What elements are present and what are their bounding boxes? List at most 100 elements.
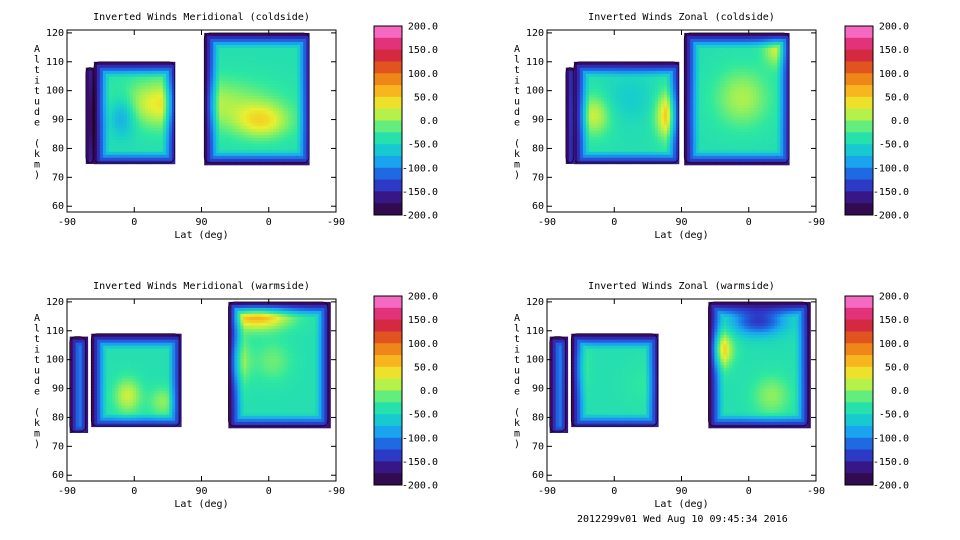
colorbar-tick-label: -150.0 xyxy=(873,187,909,198)
chart-title: Inverted Winds Zonal (warmside) xyxy=(588,281,775,292)
colorbar-swatch xyxy=(374,425,402,439)
colorbar-tick-label: -50.0 xyxy=(879,410,909,421)
colorbar-swatch xyxy=(374,191,402,204)
colorbar-swatch xyxy=(374,378,402,391)
colorbar-swatch xyxy=(374,473,402,486)
colorbar-swatch xyxy=(845,167,873,181)
y-tick-label: 110 xyxy=(526,57,544,68)
colorbar-swatch xyxy=(374,73,402,86)
colorbar-swatch xyxy=(374,461,402,474)
colorbar-swatch xyxy=(374,449,402,462)
colorbar-swatch xyxy=(845,73,873,86)
colorbar-swatch xyxy=(374,132,402,145)
x-tick-label: 0 xyxy=(746,486,752,497)
colorbar-swatch xyxy=(374,203,402,216)
y-tick-label: 110 xyxy=(526,326,544,337)
x-tick-label: 0 xyxy=(611,217,617,228)
colorbar-swatch xyxy=(845,461,873,474)
heatmap-region-2 xyxy=(90,333,182,428)
colorbar-swatch xyxy=(374,366,402,380)
colorbar-tick-label: -150.0 xyxy=(402,187,438,198)
x-tick-label: 90 xyxy=(675,486,687,497)
y-tick-label: 120 xyxy=(526,28,544,39)
heatmap-field xyxy=(549,301,811,433)
colorbar-tick-label: -50.0 xyxy=(879,140,909,151)
colorbar-swatch xyxy=(845,437,873,451)
colorbar-swatch xyxy=(845,355,873,368)
colorbar-tick-label: 100.0 xyxy=(408,339,438,350)
colorbar-swatch xyxy=(845,49,873,62)
chart-title: Inverted Winds Meridional (warmside) xyxy=(93,281,310,292)
x-tick-label: -90 xyxy=(807,486,825,497)
colorbar-swatch xyxy=(845,378,873,391)
x-tick-label: 0 xyxy=(266,217,272,228)
colorbar-swatch xyxy=(845,390,873,403)
y-tick-label: 100 xyxy=(46,355,64,366)
colorbar-swatch xyxy=(374,296,402,309)
colorbar-swatch xyxy=(374,331,402,344)
colorbar-swatch xyxy=(374,120,402,133)
y-tick-label: 80 xyxy=(532,412,544,423)
colorbar-tick-label: 0.0 xyxy=(891,386,909,397)
x-axis-label: Lat (deg) xyxy=(654,230,708,241)
colorbar-swatch xyxy=(374,390,402,403)
colorbar-tick-label: -200.0 xyxy=(402,211,438,222)
colorbar-tick-label: 100.0 xyxy=(879,69,909,80)
chart-panel-1: Inverted Winds Meridional (coldside) 60 70… xyxy=(34,12,438,241)
x-tick-label: 0 xyxy=(746,217,752,228)
colorbar-swatch xyxy=(845,366,873,380)
y-tick-label: 60 xyxy=(532,201,544,212)
x-tick-label: -90 xyxy=(538,217,556,228)
y-tick-label: 90 xyxy=(52,115,64,126)
heatmap-region-3 xyxy=(708,301,811,429)
y-tick-label: 110 xyxy=(46,326,64,337)
colorbar-swatch xyxy=(374,402,402,415)
x-tick-label: 0 xyxy=(131,217,137,228)
colorbar-tick-label: 100.0 xyxy=(408,69,438,80)
heatmap-region-3 xyxy=(228,301,331,429)
colorbar-tick-label: 200.0 xyxy=(879,22,909,33)
y-tick-label: 120 xyxy=(46,297,64,308)
colorbar-swatch xyxy=(845,425,873,439)
colorbar-swatch xyxy=(845,61,873,74)
colorbar-swatch xyxy=(845,85,873,98)
colorbar-swatch xyxy=(845,414,873,427)
x-tick-label: 0 xyxy=(611,486,617,497)
x-axis-label: Lat (deg) xyxy=(174,499,228,510)
y-tick-label: 100 xyxy=(526,355,544,366)
colorbar-swatch xyxy=(845,402,873,415)
colorbar-swatch xyxy=(374,414,402,427)
colorbar-tick-label: -150.0 xyxy=(873,457,909,468)
heatmap-region-3 xyxy=(565,67,576,164)
y-tick-label: 120 xyxy=(46,28,64,39)
colorbar-swatch xyxy=(845,155,873,169)
colorbar-swatch xyxy=(845,108,873,121)
colorbar-tick-label: 0.0 xyxy=(420,386,438,397)
colorbar-tick-label: -200.0 xyxy=(402,481,438,492)
colorbar-swatch xyxy=(374,167,402,181)
colorbar-swatch xyxy=(374,37,402,51)
colorbar-swatch xyxy=(374,85,402,98)
colorbar-tick-label: -100.0 xyxy=(402,433,438,444)
colorbar-swatch xyxy=(374,26,402,39)
colorbar: 200.0 150.0 100.0 50.0 0.0 -50.0 -100.0 -150.0 -… xyxy=(844,22,909,222)
colorbar-tick-label: 150.0 xyxy=(408,45,438,56)
colorbar-swatch xyxy=(374,343,402,356)
y-tick-label: 90 xyxy=(532,115,544,126)
heatmap-field xyxy=(69,301,331,433)
colorbar-tick-label: 50.0 xyxy=(414,92,438,103)
colorbar-swatch xyxy=(845,296,873,309)
heatmap-region-3 xyxy=(85,67,96,164)
colorbar-swatch xyxy=(374,319,402,332)
colorbar-swatch xyxy=(845,203,873,216)
colorbar-tick-label: 150.0 xyxy=(408,315,438,326)
heatmap-region-2 xyxy=(683,32,790,166)
colorbar-swatch xyxy=(845,343,873,356)
x-tick-label: -90 xyxy=(327,486,345,497)
y-tick-label: 90 xyxy=(532,384,544,395)
colorbar-tick-label: -150.0 xyxy=(402,457,438,468)
